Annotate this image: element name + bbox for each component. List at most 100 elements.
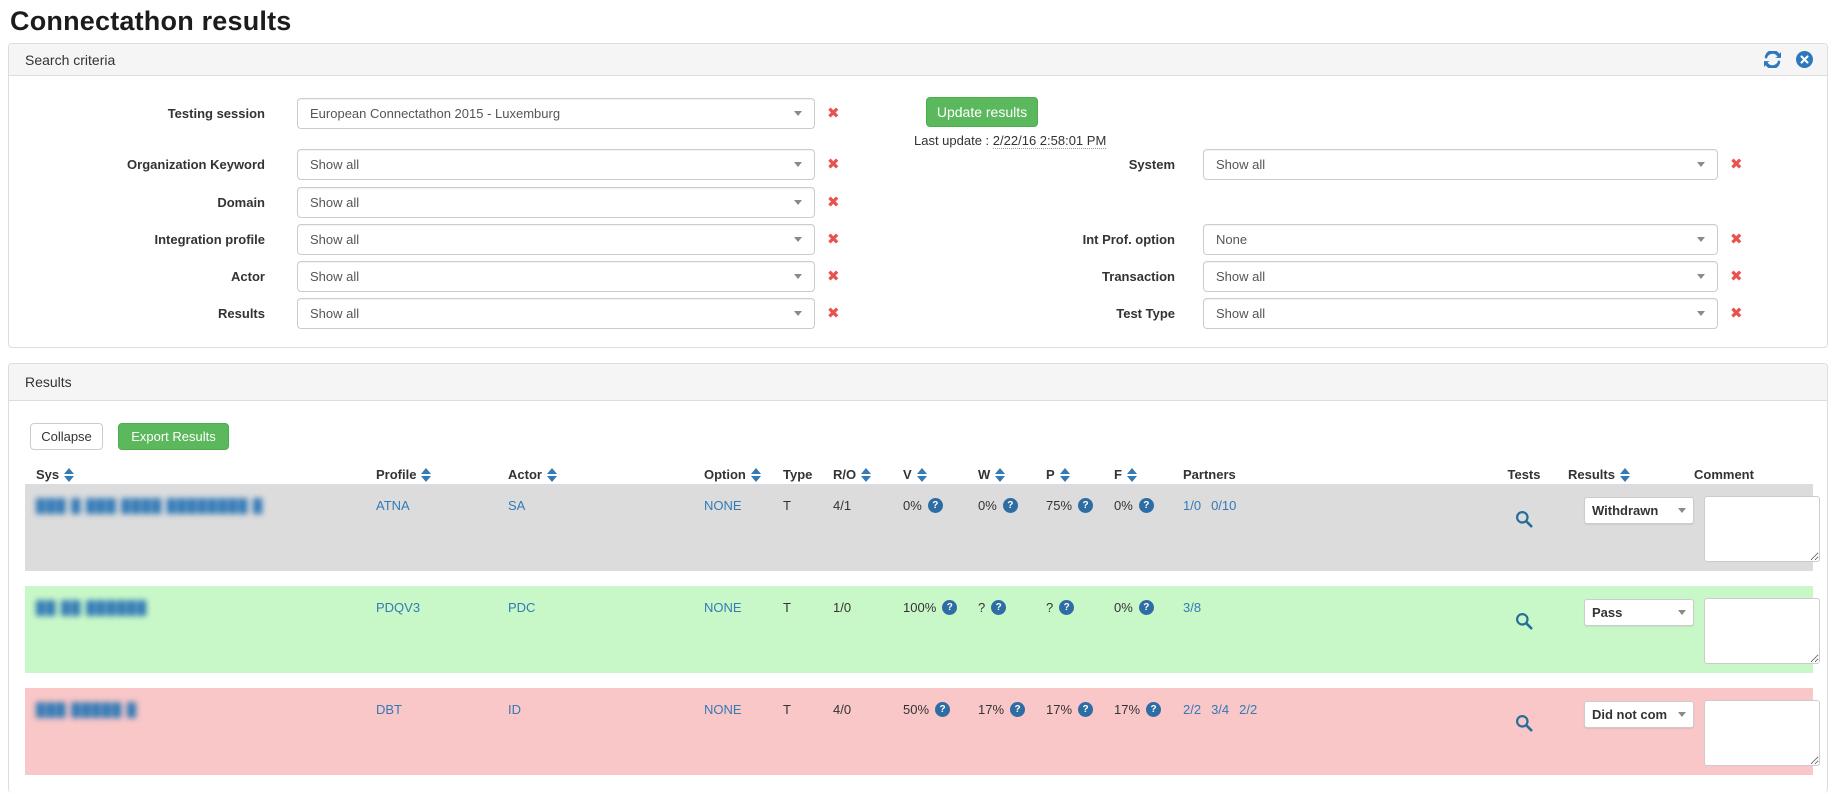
profile-link[interactable]: PDQV3: [376, 600, 421, 615]
ro-value: 4/0: [833, 702, 852, 717]
col-v: V: [903, 467, 912, 482]
option-link[interactable]: NONE: [704, 600, 742, 615]
field-row-organization-keyword: Organization Keyword Show all ✖: [9, 149, 840, 180]
field-row-test-type: Test Type Show all ✖: [9, 298, 1743, 329]
sort-w-icon[interactable]: [995, 467, 1006, 482]
chevron-down-icon: [794, 311, 802, 316]
sort-sys-icon[interactable]: [64, 467, 75, 482]
failed-pct: 17%: [1114, 702, 1141, 717]
actor-select[interactable]: Show all: [297, 261, 815, 292]
clear-organization-keyword-icon[interactable]: ✖: [827, 155, 840, 173]
verified-pct: 0%: [903, 498, 922, 513]
comment-textarea[interactable]: [1704, 496, 1820, 562]
profile-link[interactable]: DBT: [376, 702, 402, 717]
waiting-pct: 17%: [978, 702, 1005, 717]
help-icon[interactable]: ?: [1138, 600, 1154, 615]
transaction-select[interactable]: Show all: [1203, 261, 1718, 292]
close-panel-icon[interactable]: [1796, 51, 1813, 68]
domain-select[interactable]: Show all: [297, 187, 815, 218]
chevron-down-icon: [1697, 311, 1705, 316]
refresh-icon[interactable]: [1764, 51, 1781, 68]
help-icon[interactable]: ?: [1146, 702, 1162, 717]
clear-domain-icon[interactable]: ✖: [827, 193, 840, 211]
search-tests-icon[interactable]: [1515, 714, 1533, 732]
testing-session-label: Testing session: [167, 106, 265, 121]
ro-value: 1/0: [833, 600, 852, 615]
partners-link[interactable]: 0/10: [1211, 498, 1237, 513]
collapse-button[interactable]: Collapse: [30, 423, 103, 450]
results-panel-header: Results: [9, 364, 1827, 401]
help-icon[interactable]: ?: [1078, 702, 1094, 717]
help-icon[interactable]: ?: [1010, 702, 1026, 717]
actor-link[interactable]: ID: [508, 702, 521, 717]
test-type-select[interactable]: Show all: [1203, 298, 1718, 329]
sort-ro-icon[interactable]: [861, 467, 872, 482]
organization-keyword-select[interactable]: Show all: [297, 149, 815, 180]
col-option: Option: [704, 467, 746, 482]
actor-link[interactable]: SA: [508, 498, 526, 513]
export-results-button[interactable]: Export Results: [118, 423, 229, 450]
col-p: P: [1046, 467, 1055, 482]
result-status-select[interactable]: Did not com: [1584, 701, 1694, 728]
partners-link[interactable]: 2/2: [1239, 702, 1258, 717]
help-icon[interactable]: ?: [1078, 498, 1094, 513]
sort-results-icon[interactable]: [1619, 467, 1630, 482]
clear-integration-profile-icon[interactable]: ✖: [827, 230, 840, 248]
waiting-pct: 0%: [978, 498, 997, 513]
sort-option-icon[interactable]: [750, 467, 761, 482]
failed-pct: 0%: [1114, 498, 1133, 513]
clear-int-prof-option-icon[interactable]: ✖: [1730, 230, 1743, 248]
system-link-redacted[interactable]: ██ ██ ██████: [36, 600, 148, 615]
partners-link[interactable]: 3/4: [1211, 702, 1230, 717]
search-tests-icon[interactable]: [1515, 612, 1533, 630]
results-filter-select[interactable]: Show all: [297, 298, 815, 329]
actor-link[interactable]: PDC: [508, 600, 536, 615]
test-type-label: Test Type: [1116, 306, 1175, 321]
clear-actor-icon[interactable]: ✖: [827, 267, 840, 285]
sort-actor-icon[interactable]: [546, 467, 557, 482]
help-icon[interactable]: ?: [991, 600, 1007, 615]
help-icon[interactable]: ?: [935, 702, 951, 717]
col-type: Type: [783, 467, 813, 482]
sort-profile-icon[interactable]: [421, 467, 432, 482]
help-icon[interactable]: ?: [1059, 600, 1075, 615]
partial-pct: 75%: [1046, 498, 1073, 513]
clear-testing-session-icon[interactable]: ✖: [827, 104, 840, 122]
clear-transaction-icon[interactable]: ✖: [1730, 267, 1743, 285]
chevron-down-icon: [1697, 237, 1705, 242]
system-link-redacted[interactable]: ███ █ ███ ████ ████████ █: [36, 498, 264, 513]
help-icon[interactable]: ?: [1002, 498, 1018, 513]
partners-link[interactable]: 2/2: [1183, 702, 1202, 717]
profile-link[interactable]: ATNA: [376, 498, 410, 513]
sort-v-icon[interactable]: [916, 467, 927, 482]
field-row-actor: Actor Show all ✖: [9, 261, 840, 292]
option-link[interactable]: NONE: [704, 702, 742, 717]
sort-f-icon[interactable]: [1126, 467, 1137, 482]
search-tests-icon[interactable]: [1515, 510, 1533, 528]
clear-results-filter-icon[interactable]: ✖: [827, 304, 840, 322]
clear-test-type-icon[interactable]: ✖: [1730, 304, 1743, 322]
update-results-button[interactable]: Update results: [926, 97, 1038, 127]
clear-system-icon[interactable]: ✖: [1730, 155, 1743, 173]
chevron-down-icon: [1697, 274, 1705, 279]
testing-session-select[interactable]: European Connectathon 2015 - Luxemburg: [297, 98, 815, 129]
int-prof-option-select[interactable]: None: [1203, 224, 1718, 255]
integration-profile-select[interactable]: Show all: [297, 224, 815, 255]
comment-textarea[interactable]: [1704, 598, 1820, 664]
system-select[interactable]: Show all: [1203, 149, 1718, 180]
help-icon[interactable]: ?: [942, 600, 958, 615]
help-icon[interactable]: ?: [927, 498, 943, 513]
system-link-redacted[interactable]: ███ █████ █: [36, 702, 138, 717]
help-icon[interactable]: ?: [1138, 498, 1154, 513]
partners-link[interactable]: 3/8: [1183, 600, 1202, 615]
col-partners: Partners: [1183, 467, 1236, 482]
partners-link[interactable]: 1/0: [1183, 498, 1202, 513]
actor-label: Actor: [231, 269, 265, 284]
comment-textarea[interactable]: [1704, 700, 1820, 766]
result-row-failed: ███ █████ █ DBT ID NONE T 4/0 50%? 17%? …: [25, 688, 1820, 775]
sort-p-icon[interactable]: [1059, 467, 1070, 482]
int-prof-option-label: Int Prof. option: [1082, 232, 1175, 247]
option-link[interactable]: NONE: [704, 498, 742, 513]
result-status-select[interactable]: Withdrawn: [1584, 497, 1694, 524]
result-status-select[interactable]: Pass: [1584, 599, 1694, 626]
